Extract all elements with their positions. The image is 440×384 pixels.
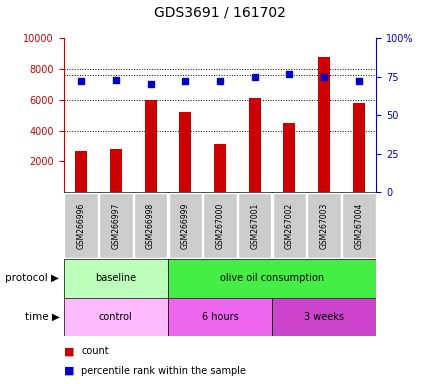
Text: GDS3691 / 161702: GDS3691 / 161702: [154, 5, 286, 19]
Bar: [110, 149, 122, 192]
FancyBboxPatch shape: [272, 298, 376, 336]
Bar: [214, 144, 226, 192]
Text: GSM267004: GSM267004: [354, 202, 363, 249]
FancyBboxPatch shape: [168, 298, 272, 336]
Bar: [353, 103, 365, 192]
Bar: [75, 151, 87, 192]
Bar: [283, 123, 296, 192]
Bar: [144, 100, 157, 192]
Text: GSM267003: GSM267003: [319, 202, 329, 249]
Text: GSM266997: GSM266997: [111, 202, 121, 249]
FancyBboxPatch shape: [203, 194, 237, 258]
Bar: [318, 57, 330, 192]
Bar: [179, 112, 191, 192]
FancyBboxPatch shape: [99, 194, 132, 258]
FancyBboxPatch shape: [342, 194, 375, 258]
FancyBboxPatch shape: [168, 259, 376, 298]
Text: baseline: baseline: [95, 273, 136, 283]
FancyBboxPatch shape: [238, 194, 271, 258]
Text: control: control: [99, 312, 133, 322]
Text: 6 hours: 6 hours: [202, 312, 238, 322]
FancyBboxPatch shape: [64, 298, 168, 336]
Text: time ▶: time ▶: [25, 312, 59, 322]
Text: GSM267002: GSM267002: [285, 202, 294, 249]
FancyBboxPatch shape: [64, 192, 376, 259]
Text: 3 weeks: 3 weeks: [304, 312, 344, 322]
Text: GSM266998: GSM266998: [146, 202, 155, 249]
Text: GSM266996: GSM266996: [77, 202, 86, 249]
FancyBboxPatch shape: [273, 194, 306, 258]
Text: GSM266999: GSM266999: [181, 202, 190, 249]
Text: GSM267000: GSM267000: [216, 202, 224, 249]
FancyBboxPatch shape: [134, 194, 167, 258]
FancyBboxPatch shape: [64, 259, 168, 298]
FancyBboxPatch shape: [169, 194, 202, 258]
Text: olive oil consumption: olive oil consumption: [220, 273, 324, 283]
Text: protocol ▶: protocol ▶: [5, 273, 59, 283]
Text: ■: ■: [64, 346, 74, 356]
Text: ■: ■: [64, 366, 74, 376]
Bar: [249, 98, 261, 192]
Text: GSM267001: GSM267001: [250, 202, 259, 249]
FancyBboxPatch shape: [65, 194, 98, 258]
FancyBboxPatch shape: [308, 194, 341, 258]
Text: percentile rank within the sample: percentile rank within the sample: [81, 366, 246, 376]
Text: count: count: [81, 346, 109, 356]
